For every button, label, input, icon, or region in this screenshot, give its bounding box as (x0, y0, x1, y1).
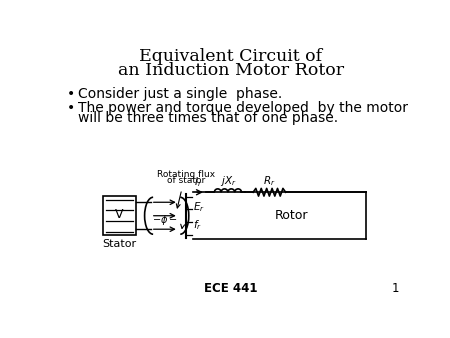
Text: $\mathit{I}_r$: $\mathit{I}_r$ (194, 175, 202, 189)
Text: an Induction Motor Rotor: an Induction Motor Rotor (117, 62, 344, 79)
Text: ECE 441: ECE 441 (204, 282, 257, 295)
Text: Rotor: Rotor (274, 209, 308, 222)
Text: of stator: of stator (167, 176, 206, 185)
FancyBboxPatch shape (103, 196, 136, 235)
Text: Consider just a single  phase.: Consider just a single phase. (78, 87, 282, 101)
Text: The power and torque developed  by the motor: The power and torque developed by the mo… (78, 101, 408, 115)
Text: V: V (115, 208, 124, 221)
Text: $\mathit{jX}_r$: $\mathit{jX}_r$ (220, 174, 236, 188)
Text: Stator: Stator (102, 239, 136, 249)
Text: •: • (67, 101, 75, 115)
Text: Equivalent Circuit of: Equivalent Circuit of (139, 48, 322, 65)
Text: $\mathit{f}_r$: $\mathit{f}_r$ (194, 218, 202, 232)
Text: Rotating flux: Rotating flux (158, 170, 216, 179)
Text: will be three times that of one phase.: will be three times that of one phase. (78, 112, 338, 125)
Text: $\mathit{R}_r$: $\mathit{R}_r$ (263, 175, 276, 188)
Text: $\mathit{E}_r$: $\mathit{E}_r$ (194, 200, 205, 214)
Text: 1: 1 (392, 282, 400, 295)
Text: $-\phi-$: $-\phi-$ (152, 213, 178, 226)
Text: •: • (67, 87, 75, 101)
